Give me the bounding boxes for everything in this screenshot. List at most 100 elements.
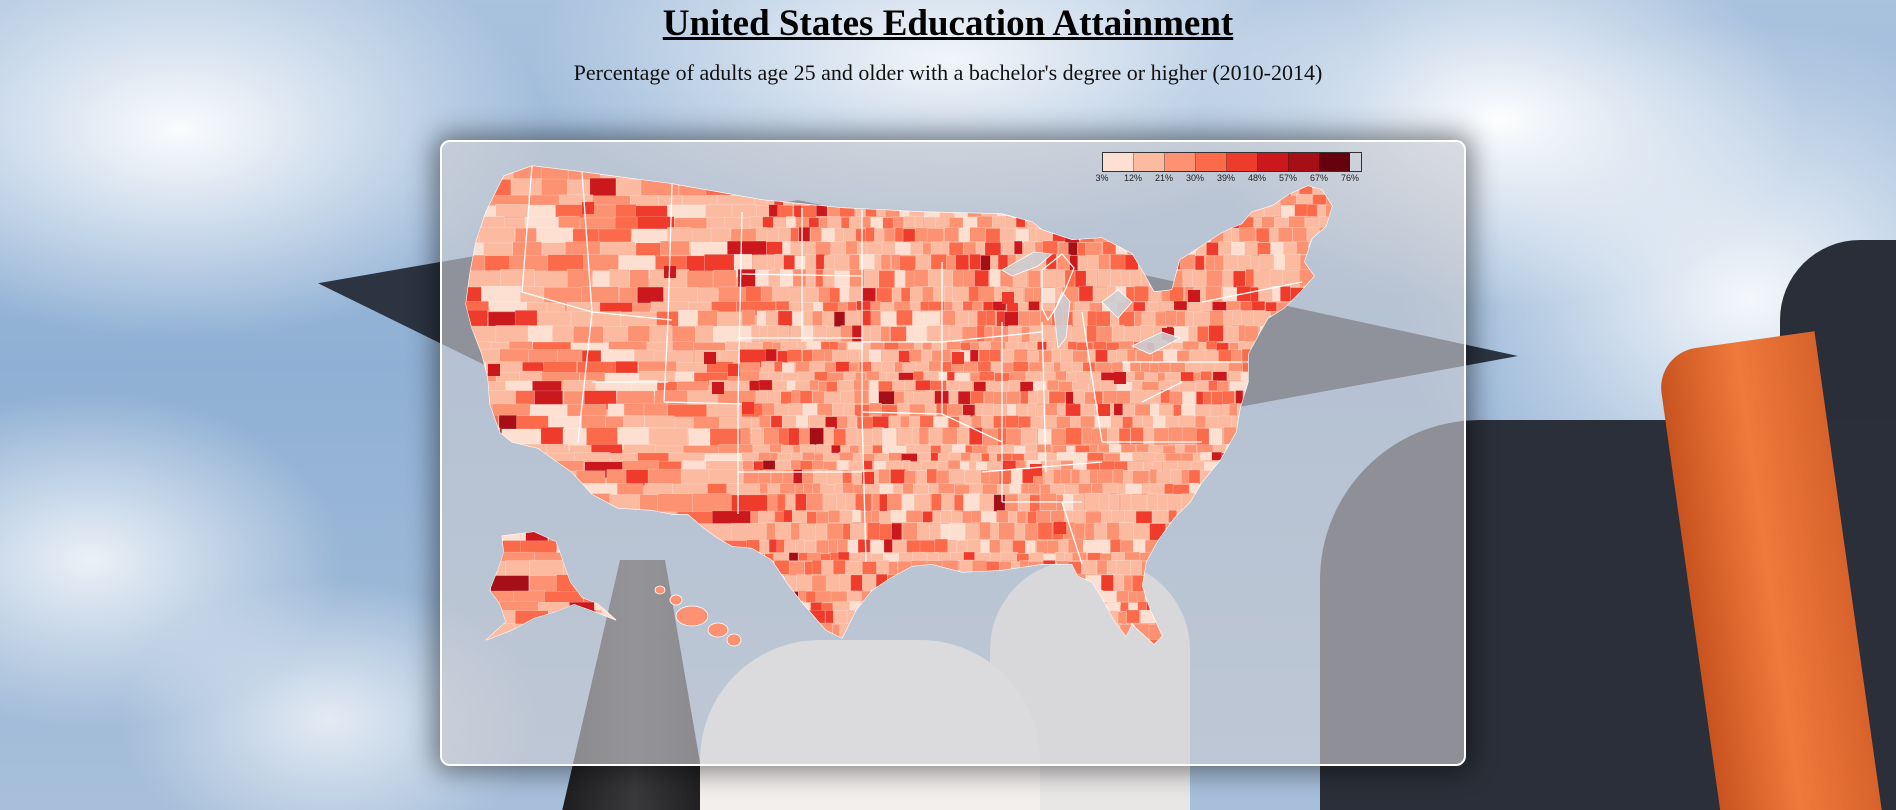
- county[interactable]: [1202, 522, 1220, 540]
- county[interactable]: [1090, 428, 1108, 446]
- county[interactable]: [853, 484, 864, 495]
- county[interactable]: [1325, 205, 1337, 218]
- county[interactable]: [1159, 195, 1172, 206]
- county[interactable]: [768, 391, 782, 405]
- county[interactable]: [1084, 523, 1095, 541]
- county[interactable]: [1184, 311, 1194, 327]
- county[interactable]: [1210, 217, 1226, 229]
- county[interactable]: [1164, 372, 1181, 382]
- county[interactable]: [543, 361, 577, 374]
- county[interactable]: [1219, 461, 1236, 471]
- county[interactable]: [929, 601, 945, 611]
- county[interactable]: [704, 352, 716, 364]
- county[interactable]: [988, 461, 1003, 471]
- county[interactable]: [915, 590, 933, 603]
- county[interactable]: [815, 253, 826, 270]
- county[interactable]: [1193, 553, 1204, 562]
- county[interactable]: [758, 415, 771, 428]
- county[interactable]: [1038, 638, 1047, 652]
- county[interactable]: [1325, 427, 1338, 445]
- county[interactable]: [993, 391, 1007, 406]
- county[interactable]: [991, 163, 1004, 180]
- county[interactable]: [1172, 241, 1182, 256]
- county[interactable]: [1208, 538, 1222, 553]
- county[interactable]: [900, 287, 911, 304]
- county[interactable]: [1339, 362, 1355, 372]
- county[interactable]: [912, 311, 925, 327]
- county[interactable]: [817, 403, 833, 416]
- county[interactable]: [615, 624, 646, 644]
- county[interactable]: [782, 601, 793, 612]
- county[interactable]: [1158, 361, 1171, 373]
- county[interactable]: [958, 195, 975, 206]
- county[interactable]: [991, 178, 1003, 195]
- county[interactable]: [990, 361, 1003, 373]
- county[interactable]: [800, 602, 810, 613]
- county[interactable]: [1050, 510, 1066, 523]
- county[interactable]: [1160, 301, 1175, 311]
- county[interactable]: [758, 470, 771, 485]
- county[interactable]: [1228, 195, 1238, 207]
- county[interactable]: [1152, 204, 1164, 217]
- county[interactable]: [1073, 510, 1087, 523]
- county[interactable]: [1165, 602, 1175, 612]
- county[interactable]: [837, 551, 850, 561]
- county[interactable]: [969, 483, 983, 494]
- county[interactable]: [672, 623, 691, 644]
- county[interactable]: [806, 161, 821, 179]
- county[interactable]: [787, 349, 802, 362]
- county[interactable]: [741, 452, 759, 461]
- county[interactable]: [839, 574, 850, 591]
- county[interactable]: [983, 610, 995, 625]
- county[interactable]: [982, 428, 999, 447]
- county[interactable]: [1220, 539, 1230, 554]
- county[interactable]: [1317, 624, 1332, 640]
- county[interactable]: [861, 573, 877, 591]
- county[interactable]: [1133, 301, 1146, 312]
- county[interactable]: [902, 639, 919, 653]
- county[interactable]: [913, 574, 928, 592]
- county[interactable]: [769, 601, 783, 612]
- county[interactable]: [1257, 242, 1271, 257]
- county[interactable]: [847, 638, 864, 652]
- county[interactable]: [462, 270, 501, 288]
- county[interactable]: [1111, 362, 1124, 373]
- county[interactable]: [1185, 511, 1201, 524]
- county[interactable]: [776, 539, 786, 553]
- county[interactable]: [1085, 216, 1103, 229]
- county[interactable]: [711, 602, 738, 619]
- county[interactable]: [728, 364, 740, 376]
- county[interactable]: [1170, 610, 1185, 624]
- choropleth-map[interactable]: [442, 142, 1464, 764]
- county[interactable]: [902, 494, 916, 512]
- county[interactable]: [851, 325, 863, 342]
- county[interactable]: [849, 553, 862, 562]
- county[interactable]: [1284, 469, 1296, 484]
- county[interactable]: [1027, 403, 1037, 416]
- county[interactable]: [1180, 371, 1195, 382]
- county[interactable]: [511, 178, 543, 198]
- county[interactable]: [1205, 340, 1218, 350]
- county[interactable]: [1246, 468, 1257, 484]
- county[interactable]: [725, 341, 748, 351]
- county[interactable]: [1192, 269, 1206, 288]
- county[interactable]: [809, 427, 824, 446]
- county[interactable]: [1159, 380, 1173, 391]
- county[interactable]: [1252, 453, 1268, 462]
- county[interactable]: [941, 639, 955, 654]
- county[interactable]: [1255, 227, 1270, 243]
- county[interactable]: [1055, 370, 1067, 381]
- county[interactable]: [1209, 610, 1225, 624]
- county[interactable]: [985, 380, 1003, 392]
- county[interactable]: [635, 242, 662, 257]
- county[interactable]: [1133, 285, 1150, 302]
- county[interactable]: [992, 301, 1007, 311]
- county[interactable]: [971, 445, 988, 454]
- county[interactable]: [1005, 415, 1019, 428]
- county[interactable]: [1295, 414, 1305, 428]
- county[interactable]: [1074, 523, 1085, 541]
- county[interactable]: [585, 521, 609, 544]
- county[interactable]: [815, 241, 831, 256]
- county[interactable]: [1054, 522, 1066, 534]
- county[interactable]: [461, 494, 499, 523]
